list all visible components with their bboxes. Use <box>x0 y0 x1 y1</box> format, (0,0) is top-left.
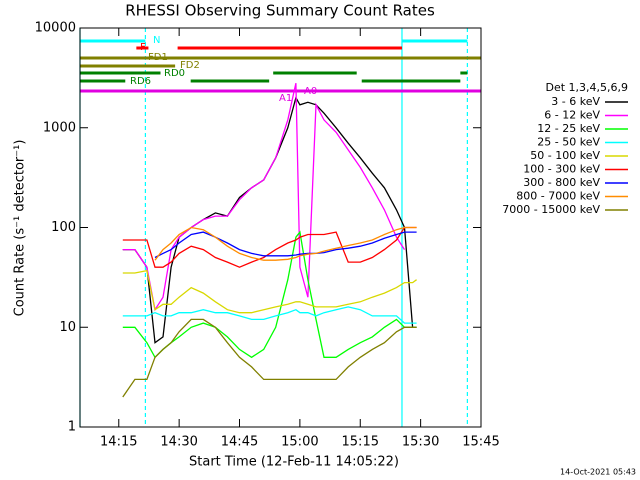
y-tick-label: 1 <box>68 420 76 435</box>
footer: 14-Oct-2021 05:43 <box>560 468 636 477</box>
series-line <box>122 82 406 312</box>
series-line <box>122 269 417 314</box>
series-line <box>154 226 417 261</box>
legend-label: 300 - 800 keV <box>523 176 600 189</box>
plot-frame <box>79 27 482 428</box>
x-tick-label: 15:45 <box>462 435 499 450</box>
legend-label: 25 - 50 keV <box>537 136 600 149</box>
flag-label: FD2 <box>180 60 200 71</box>
legend-label: 800 - 7000 keV <box>516 190 600 203</box>
legend-label: 50 - 100 keV <box>530 149 600 162</box>
flag-label: N <box>153 35 160 46</box>
legend-label: 3 - 6 keV <box>551 95 600 108</box>
legend-label: 7000 - 15000 keV <box>502 203 600 216</box>
flag-label: FD1 <box>148 52 168 63</box>
legend-label: 12 - 25 keV <box>537 122 600 135</box>
flag-label: A1 <box>279 93 292 104</box>
flag-label: RD6 <box>130 76 151 87</box>
series-line <box>122 95 417 344</box>
x-tick-label: 15:15 <box>342 435 379 450</box>
y-axis-label: Count Rate (s⁻¹ detector⁻¹) <box>13 140 28 317</box>
x-tick-label: 15:00 <box>281 435 318 450</box>
x-tick-label: 14:30 <box>160 435 197 450</box>
series-line <box>122 318 417 398</box>
series-line <box>122 226 417 268</box>
legend-label: 6 - 12 keV <box>544 109 600 122</box>
legend-label: 100 - 300 keV <box>523 163 600 176</box>
flag-label: RD0 <box>164 68 185 79</box>
y-tick-label: 10 <box>59 320 76 335</box>
flag-label: A0 <box>304 86 317 97</box>
chart-title: RHESSI Observing Summary Count Rates <box>125 2 435 20</box>
legend-title: Det 1,3,4,5,6,9 <box>545 81 628 94</box>
flag-label: F <box>140 42 146 53</box>
x-tick-label: 15:30 <box>402 435 439 450</box>
x-tick-label: 14:15 <box>100 435 137 450</box>
series-line <box>122 306 417 324</box>
x-axis-label: Start Time (12-Feb-11 14:05:22) <box>189 455 399 470</box>
y-tick-label: 100 <box>51 220 76 235</box>
x-tick-label: 14:45 <box>221 435 258 450</box>
y-tick-label: 1000 <box>43 120 76 135</box>
y-tick-label: 10000 <box>35 21 76 36</box>
series-line <box>154 231 417 259</box>
